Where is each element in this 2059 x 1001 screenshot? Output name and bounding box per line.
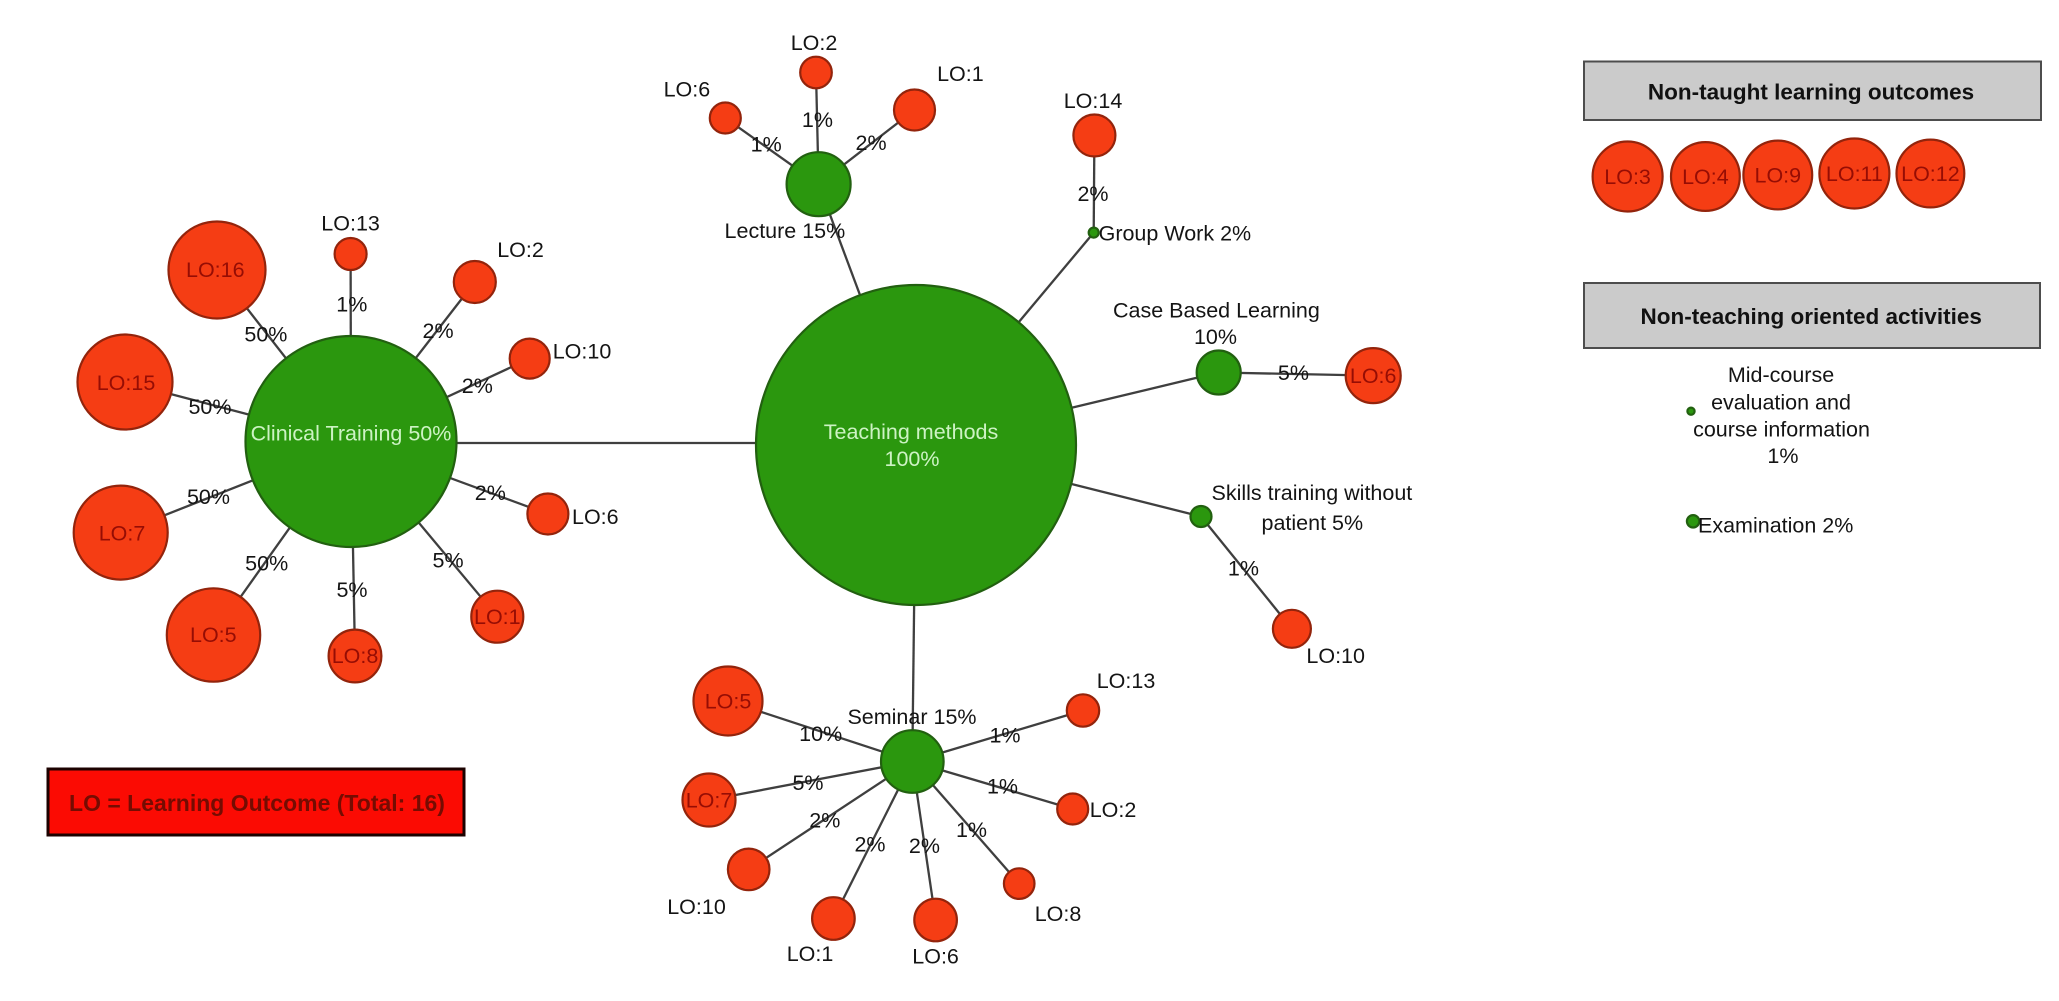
svg-text:LO = Learning Outcome (Total:: LO = Learning Outcome (Total: 16) (69, 790, 445, 816)
svg-text:LO:12: LO:12 (1901, 162, 1960, 186)
svg-text:Examination 2%: Examination 2% (1698, 514, 1853, 538)
svg-text:Skills training without: Skills training without (1212, 481, 1413, 505)
svg-text:LO:8: LO:8 (332, 644, 379, 668)
svg-text:LO:13: LO:13 (1097, 669, 1156, 693)
svg-text:2%: 2% (854, 832, 885, 856)
svg-text:LO:8: LO:8 (1035, 902, 1082, 926)
svg-text:2%: 2% (1077, 182, 1108, 206)
svg-text:LO:9: LO:9 (1754, 164, 1801, 188)
svg-text:1%: 1% (1228, 557, 1259, 581)
svg-text:course information: course information (1693, 418, 1870, 442)
svg-text:LO:16: LO:16 (186, 258, 245, 282)
svg-text:LO:5: LO:5 (190, 623, 237, 647)
svg-text:1%: 1% (1767, 444, 1798, 468)
svg-text:5%: 5% (1278, 361, 1309, 385)
svg-text:Lecture 15%: Lecture 15% (725, 219, 846, 243)
svg-text:evaluation and: evaluation and (1711, 391, 1851, 415)
svg-text:50%: 50% (188, 395, 231, 419)
svg-text:patient 5%: patient 5% (1261, 511, 1363, 535)
svg-text:1%: 1% (336, 293, 367, 317)
svg-text:1%: 1% (802, 108, 833, 132)
svg-text:2%: 2% (475, 481, 506, 505)
svg-text:LO:15: LO:15 (97, 371, 156, 395)
svg-text:Non-teaching oriented activiti: Non-teaching oriented activities (1641, 304, 1982, 329)
svg-text:LO:6: LO:6 (1350, 364, 1397, 388)
svg-text:1%: 1% (956, 818, 987, 842)
svg-text:LO:4: LO:4 (1682, 165, 1729, 189)
svg-text:Case Based Learning: Case Based Learning (1113, 299, 1320, 323)
svg-text:100%: 100% (885, 447, 940, 471)
svg-text:2%: 2% (856, 131, 887, 155)
svg-text:LO:1: LO:1 (787, 942, 834, 966)
svg-text:1%: 1% (751, 132, 782, 156)
svg-text:2%: 2% (462, 374, 493, 398)
svg-text:LO:7: LO:7 (686, 789, 733, 813)
svg-text:LO:10: LO:10 (553, 339, 612, 363)
svg-text:LO:13: LO:13 (321, 211, 380, 235)
svg-text:1%: 1% (989, 723, 1020, 747)
svg-text:Clinical Training 50%: Clinical Training 50% (251, 422, 452, 446)
svg-text:LO:3: LO:3 (1604, 165, 1651, 189)
svg-text:LO:7: LO:7 (99, 521, 146, 545)
svg-text:LO:14: LO:14 (1064, 89, 1123, 113)
svg-text:10%: 10% (1194, 325, 1237, 349)
svg-text:5%: 5% (792, 771, 823, 795)
svg-text:50%: 50% (245, 551, 288, 575)
svg-text:LO:6: LO:6 (572, 505, 619, 529)
svg-text:LO:2: LO:2 (791, 31, 838, 55)
svg-text:5%: 5% (336, 578, 367, 602)
svg-text:LO:5: LO:5 (705, 690, 752, 714)
svg-text:LO:2: LO:2 (497, 238, 544, 262)
svg-text:50%: 50% (244, 323, 287, 347)
svg-text:LO:2: LO:2 (1090, 798, 1137, 822)
svg-text:50%: 50% (187, 485, 230, 509)
svg-text:5%: 5% (433, 549, 464, 573)
svg-text:LO:11: LO:11 (1826, 162, 1883, 186)
svg-text:1%: 1% (987, 775, 1018, 799)
svg-text:10%: 10% (799, 722, 842, 746)
svg-text:LO:6: LO:6 (912, 945, 959, 969)
svg-text:LO:6: LO:6 (664, 77, 711, 101)
svg-text:2%: 2% (909, 834, 940, 858)
svg-text:Teaching methods: Teaching methods (824, 420, 999, 444)
svg-text:LO:10: LO:10 (1306, 644, 1365, 668)
svg-text:LO:10: LO:10 (667, 895, 726, 919)
svg-text:Mid-course: Mid-course (1728, 363, 1834, 387)
svg-text:Non-taught learning outcomes: Non-taught learning outcomes (1648, 80, 1974, 105)
svg-text:LO:1: LO:1 (937, 62, 984, 86)
svg-text:Seminar 15%: Seminar 15% (847, 705, 976, 729)
svg-text:Group Work 2%: Group Work 2% (1099, 222, 1252, 246)
svg-text:2%: 2% (809, 808, 840, 832)
svg-text:LO:1: LO:1 (474, 605, 521, 629)
svg-text:2%: 2% (423, 319, 454, 343)
